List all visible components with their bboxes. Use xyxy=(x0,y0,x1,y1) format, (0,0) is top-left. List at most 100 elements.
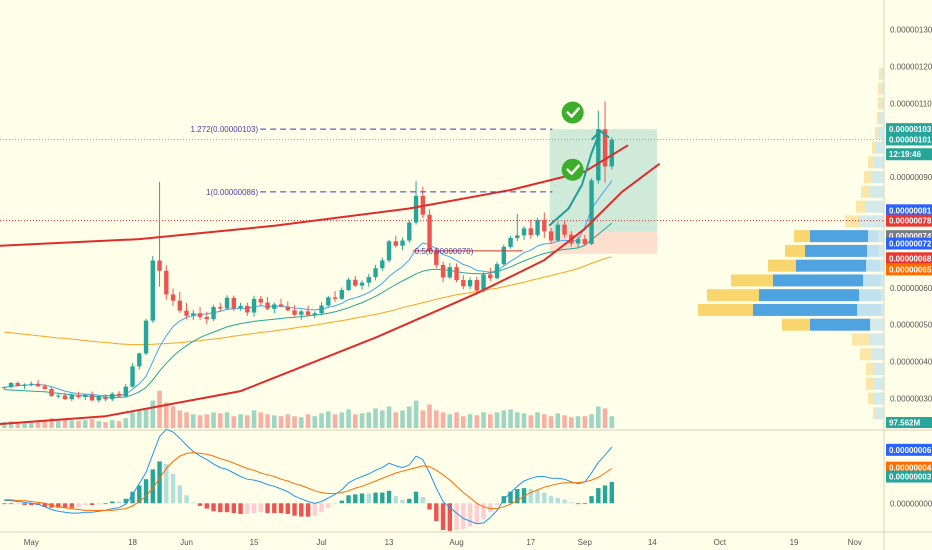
volume-bar xyxy=(245,415,250,428)
date-label: 17 xyxy=(526,538,535,547)
date-label: 18 xyxy=(128,538,137,547)
macd-histogram-bar xyxy=(515,489,520,504)
candle-body xyxy=(218,306,223,309)
volume-bar xyxy=(76,421,81,428)
volume-bar xyxy=(609,416,615,428)
macd-histogram-bar xyxy=(461,503,466,530)
profile-bar-down xyxy=(874,156,884,169)
volume-bar xyxy=(319,413,324,428)
date-label: Nov xyxy=(848,538,862,547)
macd-histogram-bar xyxy=(15,503,20,505)
volume-bar xyxy=(521,413,527,428)
lower-arc-curve xyxy=(0,163,660,426)
candle-body xyxy=(400,240,405,246)
volume-bar xyxy=(15,422,21,428)
profile-bar-down xyxy=(870,318,884,331)
price-tag-label: 0.00000065 xyxy=(889,265,932,274)
profile-bar-yellow xyxy=(845,215,859,228)
price-tag xyxy=(886,133,932,146)
volume-bar xyxy=(218,413,223,428)
macd-histogram-bar xyxy=(231,503,236,514)
candle-body xyxy=(474,280,479,291)
macd-histogram-bar xyxy=(494,503,500,506)
candle-body xyxy=(49,388,54,396)
checkmark-circle xyxy=(561,101,584,124)
profile-bar-down xyxy=(870,333,884,346)
profile-bar-down xyxy=(880,259,884,272)
volume-bar xyxy=(555,413,561,428)
candle-body xyxy=(197,313,203,317)
macd-histogram-bar xyxy=(569,502,574,504)
macd-histogram-bar xyxy=(96,503,101,505)
macd-histogram-bar xyxy=(123,498,128,504)
profile-bar-down xyxy=(876,407,884,420)
date-label: Jul xyxy=(316,538,326,547)
macd-histogram-bar xyxy=(400,499,405,504)
candle-body xyxy=(575,239,581,244)
macd-histogram-bar xyxy=(427,503,432,510)
profile-bar-yellow xyxy=(698,303,753,316)
volume-bar xyxy=(272,415,277,428)
volume-bar xyxy=(22,423,27,428)
volume-bar xyxy=(339,412,345,428)
profile-bar-blue xyxy=(753,303,857,316)
macd-histogram-bar xyxy=(292,503,297,516)
macd-histogram-bar xyxy=(548,496,554,504)
candle-body xyxy=(62,395,68,400)
macd-histogram-bar xyxy=(76,503,81,507)
profile-bar-yellow xyxy=(861,185,870,198)
volume-bar xyxy=(258,412,264,428)
upper-arc-curve xyxy=(0,144,629,247)
candle-body xyxy=(29,383,34,385)
profile-bar-down xyxy=(859,215,884,228)
horizontal-lines xyxy=(0,139,884,222)
candle-body xyxy=(251,298,257,313)
volume-bar xyxy=(575,416,581,428)
macd-histogram-bar xyxy=(589,496,594,504)
volume-bar xyxy=(373,408,378,428)
macd-histogram-bar xyxy=(137,485,142,504)
profile-bar-down xyxy=(881,289,884,302)
volume-bar xyxy=(346,409,351,428)
price-tick-label: 0.00000030 xyxy=(890,394,932,403)
profile-bar-down xyxy=(879,244,884,257)
price-axis: 0.00000130 0.00000120 0.00000110 0.00000090… xyxy=(886,26,932,508)
macd-histogram-bar xyxy=(218,503,223,513)
candle-body xyxy=(150,260,155,321)
macd-histogram-bar xyxy=(143,479,149,504)
candle-body xyxy=(346,279,351,291)
macd-histogram-bar xyxy=(332,503,338,505)
profile-bar-yellow xyxy=(785,244,805,257)
macd-histogram-bar xyxy=(407,498,412,504)
profile-bar-up xyxy=(863,274,881,287)
macd-histogram-bar xyxy=(582,503,587,505)
price-tag xyxy=(886,470,932,483)
candle-body xyxy=(319,305,324,314)
candle-body xyxy=(116,393,122,397)
macd-histogram-bar xyxy=(258,503,263,513)
volume-bar xyxy=(285,414,291,428)
macd-histogram-bar xyxy=(542,492,547,504)
date-label: Jun xyxy=(180,538,193,547)
macd-histogram-bar xyxy=(481,503,486,520)
volume-bar xyxy=(56,420,61,428)
volume-bar xyxy=(407,406,412,428)
macd-histogram-bar xyxy=(386,490,392,504)
volume-bar xyxy=(62,419,68,428)
profile-bar-yellow xyxy=(782,318,810,331)
candle-body xyxy=(89,394,95,401)
candle-body xyxy=(393,241,398,246)
price-tick-label: 0.00000120 xyxy=(890,62,932,71)
profile-bar-down xyxy=(874,362,884,375)
macd-histogram-bar xyxy=(29,503,34,506)
price-tick-label: 0.00000110 xyxy=(890,99,932,108)
candle-body xyxy=(285,306,290,311)
macd-histogram-bar xyxy=(191,502,196,504)
volume-bars xyxy=(2,390,615,428)
profile-bar-yellow xyxy=(794,230,810,243)
time-axis: May 18 Jun 15 Jul 13 Aug 17 Sep 14 Oct 19 Nov xyxy=(24,538,862,547)
candle-body xyxy=(373,268,378,278)
volume-bar xyxy=(110,420,115,428)
macd-histogram-bar xyxy=(528,489,533,504)
candle-body xyxy=(515,235,520,238)
